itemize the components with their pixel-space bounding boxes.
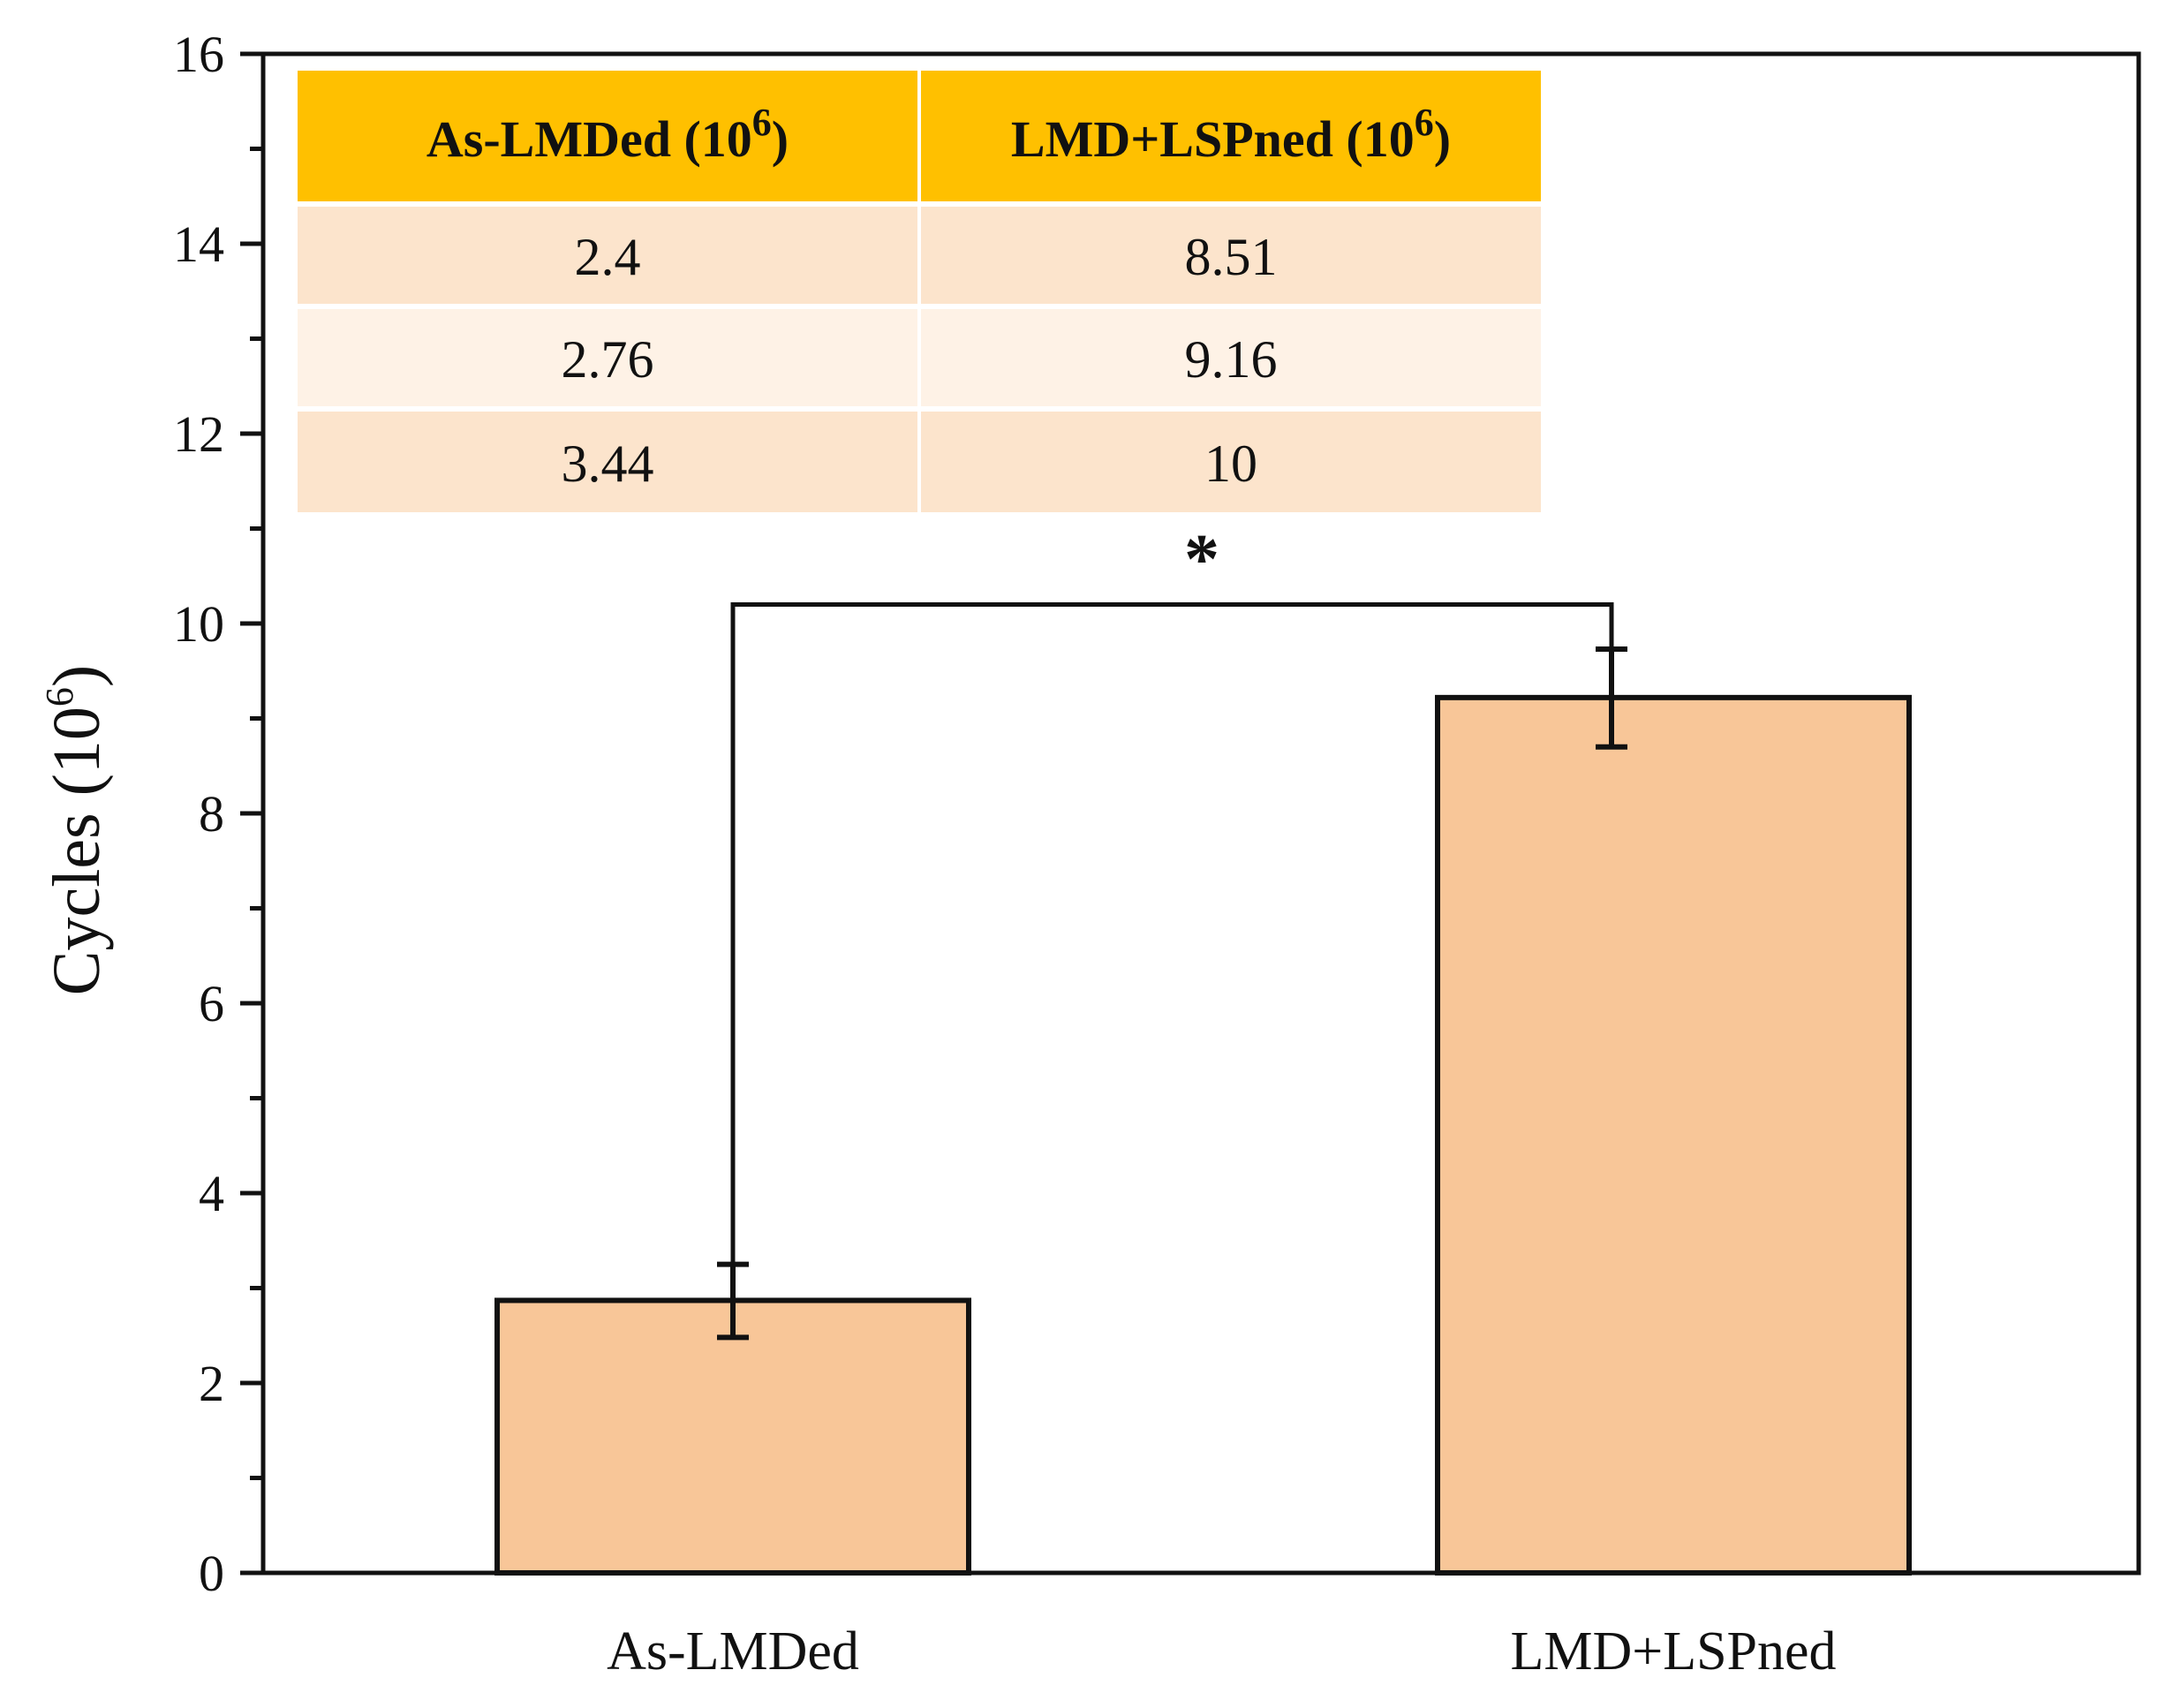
significance-marker: * <box>1184 521 1219 599</box>
bar-lmd-lspned <box>1435 694 1912 1576</box>
y-tick-label: 6 <box>199 975 224 1032</box>
table-cell: 10 <box>1204 435 1257 493</box>
bars-layer <box>494 694 1912 1576</box>
table-header-2: LMD+LSPned (106) <box>1011 101 1451 168</box>
x-category-label: As-LMDed <box>607 1621 859 1682</box>
table-row-3-bg-a <box>298 412 917 512</box>
y-axis-label: Cycles (106) <box>38 665 114 995</box>
y-tick-label: 8 <box>199 785 224 843</box>
table-cell: 9.16 <box>1185 330 1278 389</box>
table-header-1: As-LMDed (106) <box>426 101 789 168</box>
significance-bracket-layer <box>730 602 1614 1265</box>
y-tick-label: 16 <box>173 26 224 83</box>
table-cell: 3.44 <box>562 435 654 493</box>
table-row-2-bg-b <box>921 309 1541 406</box>
y-tick-label: 14 <box>173 215 224 273</box>
table-cell: 2.4 <box>575 228 641 286</box>
bar-as-lmded <box>494 1297 971 1576</box>
x-category-label: LMD+LSPned <box>1510 1621 1836 1682</box>
table-row-1-bg-b <box>921 207 1541 304</box>
significance-bracket <box>730 602 1614 1265</box>
y-tick-label: 0 <box>199 1545 224 1602</box>
table-header-cell-1 <box>298 71 917 201</box>
x-axis-labels: As-LMDed LMD+LSPned <box>607 1621 1836 1682</box>
table-row-3-bg-b <box>921 412 1541 512</box>
data-table: As-LMDed (106) LMD+LSPned (106) 2.4 8.51… <box>298 71 1541 512</box>
y-tick-label: 4 <box>199 1165 224 1222</box>
y-tick-label: 12 <box>173 405 224 463</box>
table-header-cell-2 <box>921 71 1541 201</box>
table-cell: 8.51 <box>1185 228 1278 286</box>
table-row-1-bg-a <box>298 207 917 304</box>
y-tick-label: 10 <box>173 595 224 653</box>
y-tick-label: 2 <box>199 1355 224 1412</box>
table-row-2-bg-a <box>298 309 917 406</box>
table-cell: 2.76 <box>562 330 654 389</box>
y-axis-ticks: 0 2 4 6 8 10 12 14 16 <box>173 26 263 1602</box>
